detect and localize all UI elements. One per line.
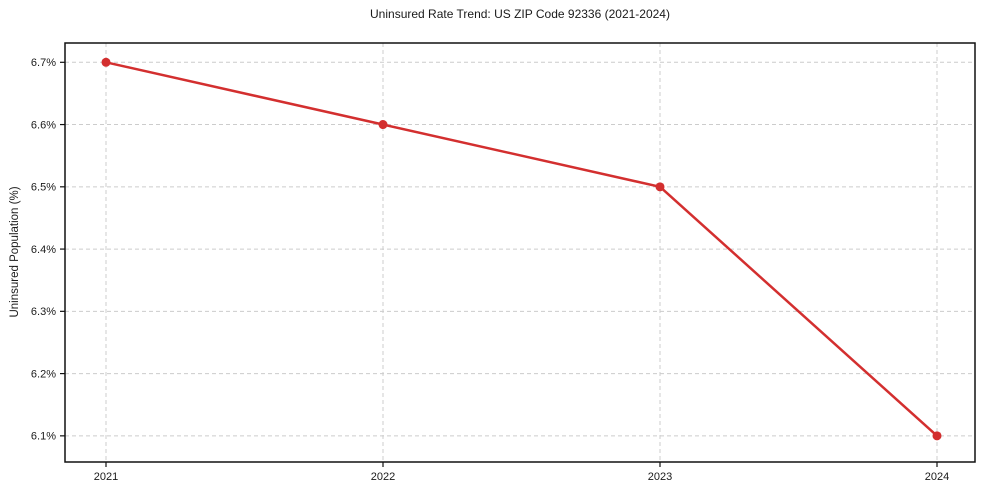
y-tick-label: 6.6%	[31, 119, 56, 131]
y-tick-label: 6.7%	[31, 57, 56, 69]
y-tick-label: 6.1%	[31, 431, 56, 443]
x-tick-label: 2021	[94, 471, 118, 483]
x-tick-label: 2023	[648, 471, 672, 483]
data-point-2021	[101, 57, 111, 67]
y-tick-label: 6.5%	[31, 182, 56, 194]
plot-border	[64, 42, 976, 463]
data-point-2023	[655, 182, 665, 192]
y-tick-label: 6.4%	[31, 244, 56, 256]
y-tick-label: 6.2%	[31, 368, 56, 380]
chart-title: Uninsured Rate Trend: US ZIP Code 92336 …	[370, 7, 670, 21]
x-tick-label: 2022	[371, 471, 395, 483]
data-point-2024	[932, 431, 942, 441]
data-point-2022	[378, 120, 388, 130]
y-tick-label: 6.3%	[31, 306, 56, 318]
trend-line	[104, 61, 939, 438]
x-tick-label: 2024	[925, 471, 949, 483]
